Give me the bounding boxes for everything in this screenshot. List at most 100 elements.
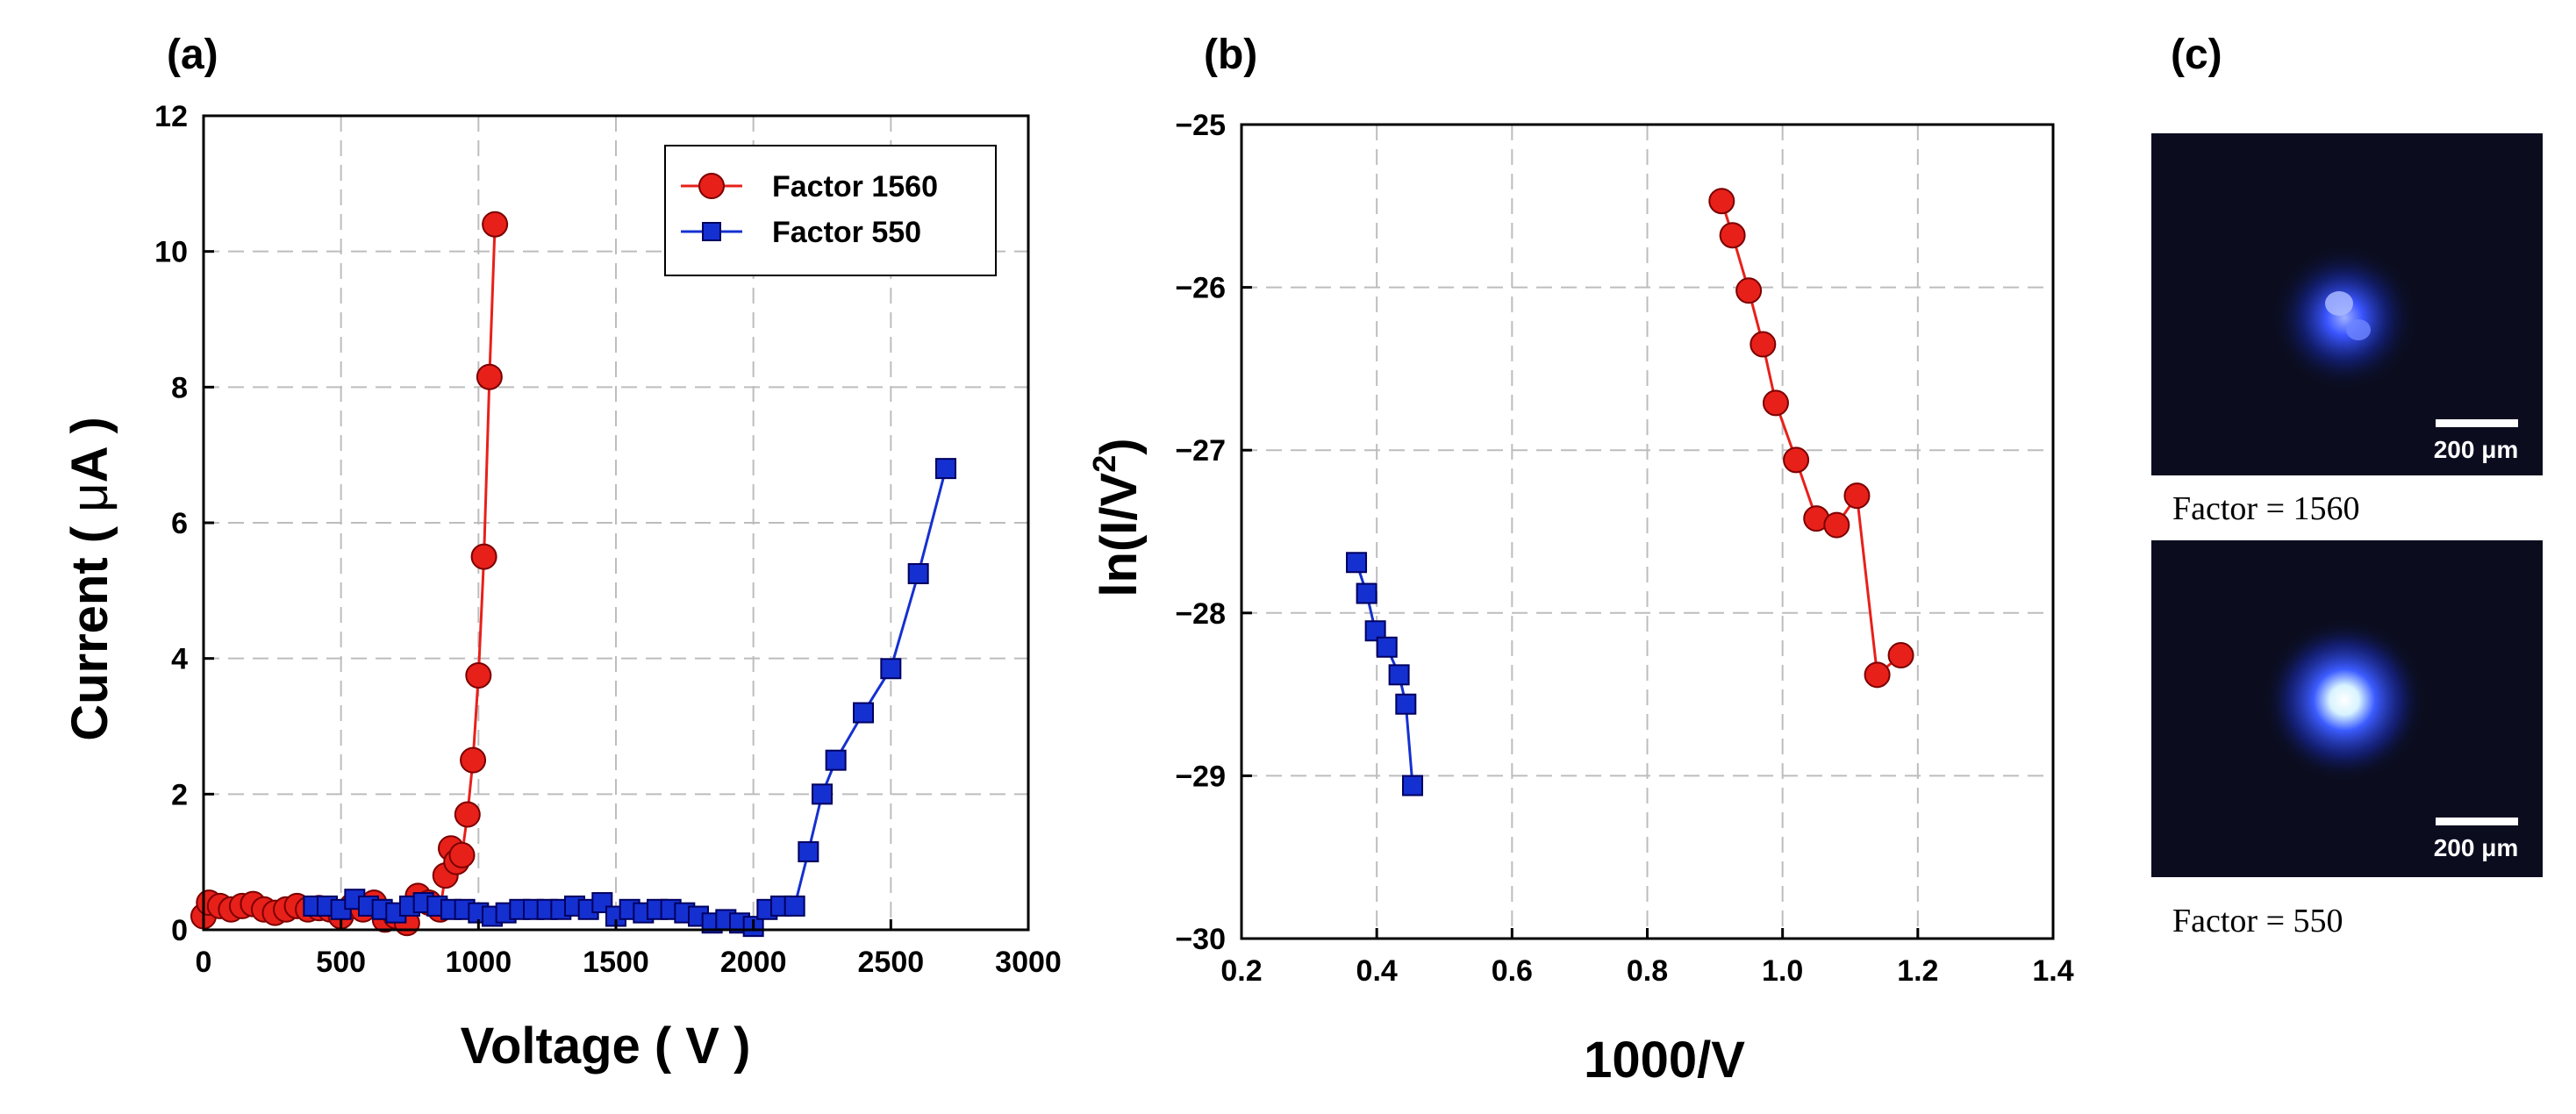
image-caption-factor-550: Factor = 550 [2172, 903, 2343, 939]
x-tick-label: 0 [196, 946, 212, 979]
data-point-factor-550 [1395, 693, 1417, 715]
data-point-factor-550 [812, 783, 833, 805]
chart-a-lines [202, 224, 948, 928]
data-point-factor-1560 [476, 363, 503, 390]
data-point-factor-550 [784, 895, 805, 917]
chart-b-grid [1241, 125, 2053, 939]
data-point-factor-1560 [1783, 446, 1810, 474]
x-tick-label: 0.2 [1220, 954, 1262, 988]
scale-bar [2436, 419, 2518, 427]
data-point-factor-550 [1364, 620, 1386, 642]
series-line-factor-1560 [202, 224, 497, 925]
data-point-factor-1560 [1864, 661, 1891, 689]
data-point-factor-1560 [1719, 222, 1746, 249]
chart-a-ylabel: Current ( μA ) [61, 417, 118, 741]
chart-a: 0 500 1000 1500 2000 2500 3000 0 2 4 6 8 10 12 Voltag… [61, 100, 1062, 1075]
data-point-factor-550 [935, 458, 956, 480]
chart-a-ylabel-part1: Current ( [61, 512, 118, 741]
data-point-factor-1560 [482, 211, 509, 238]
data-point-factor-1560 [465, 662, 492, 689]
x-tick-label: 1.0 [1762, 954, 1803, 988]
legend-box [664, 145, 997, 276]
y-tick-label: −28 [1175, 597, 1226, 631]
x-tick-label: 2000 [720, 946, 787, 979]
chart-a-ticks: 0 500 1000 1500 2000 2500 3000 0 2 4 6 8 10 12 [154, 100, 1062, 979]
chart-b-marks [1346, 188, 1914, 796]
chart-b-xlabel: 1000/V [1584, 1032, 1745, 1089]
panel-label-b: (b) [1204, 32, 1257, 78]
data-point-factor-1560 [470, 543, 497, 570]
data-point-factor-550 [798, 841, 819, 863]
data-point-factor-550 [880, 658, 902, 680]
x-tick-label: 0.6 [1492, 954, 1533, 988]
chart-b-ticks: 0.2 0.4 0.6 0.8 1.0 1.2 1.4 −30 −29 −28 −27 −26 −25 [1175, 109, 2073, 988]
data-point-factor-550 [907, 563, 929, 584]
y-tick-label: 4 [171, 643, 188, 676]
chart-b-ylabel-superscript: 2 [1086, 455, 1122, 473]
chart-a-xlabel: Voltage ( V ) [461, 1018, 751, 1075]
chart-a-ylabel-mu: μ [61, 482, 118, 511]
panel-label-a: (a) [167, 32, 218, 78]
chart-b-ylabel-part1: ln(I/V [1091, 472, 1148, 596]
y-tick-label: −29 [1175, 760, 1226, 793]
emission-image-factor-1560: 200 μm [2151, 133, 2543, 475]
chart-b-ylabel-part3: ) [1091, 438, 1148, 454]
data-point-factor-550 [825, 749, 847, 771]
emission-spot [2272, 246, 2416, 389]
y-tick-label: 0 [171, 914, 188, 947]
data-point-factor-550 [1376, 636, 1398, 658]
legend-label-factor-550: Factor 550 [772, 216, 921, 249]
emission-spot-core [2325, 291, 2353, 316]
scale-bar-label: 200 μm [2434, 834, 2519, 861]
image-caption-factor-1560: Factor = 1560 [2172, 490, 2360, 527]
data-point-factor-550 [1402, 775, 1424, 796]
panel-label-c: (c) [2171, 32, 2222, 78]
data-point-factor-1560 [1708, 188, 1735, 215]
data-point-factor-550 [1346, 552, 1368, 574]
data-point-factor-1560 [454, 801, 481, 828]
x-tick-label: 1.2 [1897, 954, 1938, 988]
x-tick-label: 0.4 [1356, 954, 1398, 988]
y-tick-label: 6 [171, 507, 188, 540]
data-point-factor-1560 [1762, 389, 1789, 417]
x-tick-label: 1.4 [2032, 954, 2073, 988]
x-tick-label: 1000 [446, 946, 512, 979]
x-tick-label: 500 [316, 946, 366, 979]
data-point-factor-1560 [448, 841, 476, 868]
y-tick-label: 10 [154, 236, 188, 269]
y-tick-label: −27 [1175, 434, 1226, 468]
chart-a-legend: Factor 1560 Factor 550 [664, 145, 997, 276]
y-tick-label: −25 [1175, 109, 1226, 142]
y-tick-label: 8 [171, 371, 188, 404]
emission-spot-core-2 [2346, 319, 2371, 340]
x-tick-label: 0.8 [1627, 954, 1668, 988]
data-point-factor-1560 [1823, 511, 1850, 539]
emission-image-factor-550: 200 μm [2151, 540, 2543, 877]
legend-marker-factor-550 [702, 222, 721, 241]
y-tick-label: −30 [1175, 923, 1226, 956]
data-point-factor-1560 [1843, 482, 1871, 510]
x-tick-label: 1500 [583, 946, 649, 979]
data-point-factor-550 [853, 702, 874, 724]
chart-b-ylabel: ln(I/V2) [1086, 438, 1148, 596]
series-line-factor-1560 [1720, 200, 1902, 678]
chart-a-ylabel-part2: A ) [61, 417, 118, 482]
data-point-factor-1560 [1887, 642, 1914, 669]
series-line-factor-550 [313, 468, 948, 928]
y-tick-label: 12 [154, 100, 188, 133]
data-point-factor-550 [1356, 582, 1377, 604]
data-point-factor-550 [1388, 664, 1410, 686]
emission-spot [2264, 619, 2425, 781]
legend-label-factor-1560: Factor 1560 [772, 170, 938, 204]
data-point-factor-1560 [1735, 277, 1763, 304]
y-tick-label: 2 [171, 778, 188, 811]
scale-bar [2436, 818, 2518, 825]
legend-marker-factor-1560 [698, 173, 725, 199]
data-point-factor-1560 [1750, 331, 1777, 358]
x-tick-label: 2500 [858, 946, 925, 979]
chart-a-marks [190, 211, 956, 938]
x-tick-label: 3000 [995, 946, 1062, 979]
chart-b-lines [1355, 200, 1902, 786]
data-point-factor-1560 [460, 746, 487, 774]
